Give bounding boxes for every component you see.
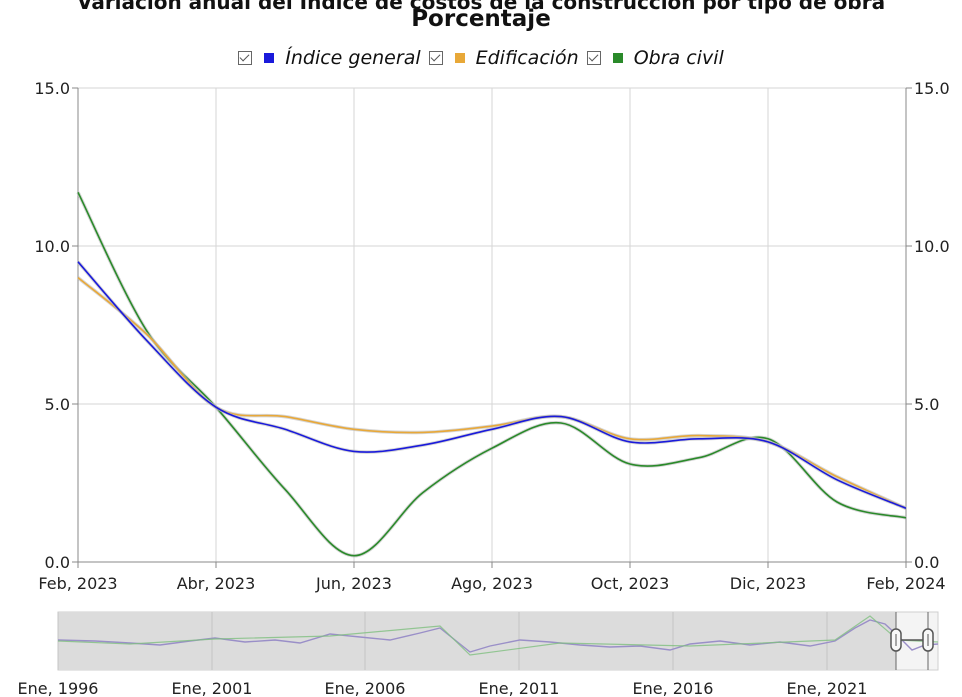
legend-item-obra-civil[interactable]: Obra civil (586, 47, 724, 69)
range-handle-right[interactable] (922, 612, 934, 670)
series-line-indice-general (77, 261, 907, 510)
navigator-tick-label: Ene, 2011 (479, 679, 560, 697)
x-tick-label: Feb, 2024 (866, 574, 945, 593)
checkbox-icon[interactable] (238, 51, 253, 65)
series-line-obra-civil (77, 191, 907, 557)
legend-label: Índice general (285, 47, 421, 69)
chart-title: Porcentaje (411, 6, 551, 32)
y-tick-label-right: 5.0 (914, 395, 939, 414)
x-tick-label: Oct, 2023 (591, 574, 670, 593)
y-tick-label-left: 15.0 (34, 79, 70, 98)
y-tick-label-right: 10.0 (914, 237, 950, 256)
navigator-tick-label: Ene, 1996 (18, 679, 99, 697)
x-tick-label: Dic, 2023 (730, 574, 806, 593)
x-tick-label: Abr, 2023 (177, 574, 256, 593)
y-tick-label-left: 10.0 (34, 237, 70, 256)
grid (78, 87, 906, 562)
checkbox-icon[interactable] (586, 51, 601, 65)
navigator-tick-label: Ene, 2021 (787, 679, 868, 697)
legend-item-edificacion[interactable]: Edificación (428, 47, 579, 69)
legend-item-indice-general[interactable]: Índice general (238, 47, 421, 69)
checkbox-icon[interactable] (428, 51, 443, 65)
navigator-sparkline (57, 619, 939, 653)
y-tick-label-left: 0.0 (45, 553, 70, 572)
navigator-tick-label: Ene, 2016 (633, 679, 714, 697)
x-tick-label: Feb, 2023 (38, 574, 117, 593)
chart-legend: Índice general Edificación Obra civil (0, 47, 962, 69)
legend-swatch (454, 53, 465, 63)
legend-label: Edificación (475, 47, 579, 69)
series-lines (76, 191, 907, 558)
navigator-mask (58, 612, 896, 670)
navigator-tick-label: Ene, 2001 (172, 679, 253, 697)
y-tick-label-right: 0.0 (914, 553, 939, 572)
y-tick-label-left: 5.0 (45, 395, 70, 414)
y-tick-label-right: 15.0 (914, 79, 950, 98)
x-tick-label: Jun, 2023 (315, 574, 392, 593)
legend-label: Obra civil (633, 47, 724, 69)
navigator-sparkline (57, 615, 939, 656)
legend-swatch (264, 53, 275, 63)
chart-title-partial: Variación anual del Índice de costos de … (76, 0, 886, 14)
legend-swatch (612, 53, 623, 63)
x-tick-label: Ago, 2023 (451, 574, 533, 593)
axes: 0.0 0.0 5.0 5.0 10.0 10.0 15.0 15.0 Feb, 2023 Abr… (34, 79, 949, 593)
navigator-tick-label: Ene, 2006 (325, 679, 406, 697)
range-navigator[interactable]: Ene, 1996 Ene, 2001 Ene, 2006 Ene, 2011 Ene,… (18, 611, 939, 697)
